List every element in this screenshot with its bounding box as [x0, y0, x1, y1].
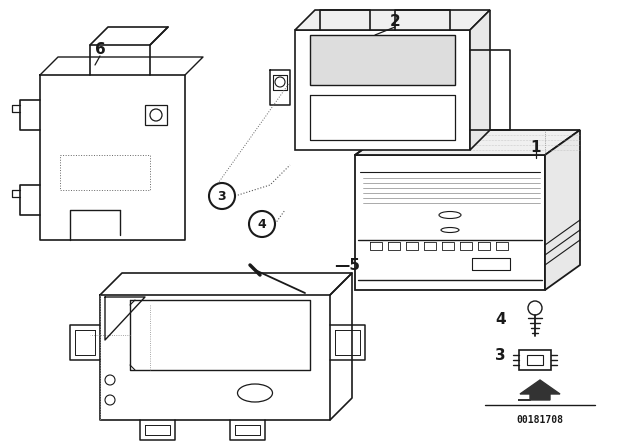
- Circle shape: [209, 183, 235, 209]
- Polygon shape: [355, 155, 545, 290]
- Polygon shape: [310, 35, 455, 85]
- Circle shape: [249, 211, 275, 237]
- Text: 4: 4: [495, 313, 506, 327]
- Text: 3: 3: [218, 190, 227, 202]
- Text: 4: 4: [258, 217, 266, 231]
- Polygon shape: [518, 380, 560, 400]
- Polygon shape: [470, 10, 490, 150]
- Bar: [519, 350, 551, 370]
- Text: —5: —5: [334, 258, 360, 272]
- Text: 00181708: 00181708: [516, 415, 563, 425]
- Text: 2: 2: [390, 14, 401, 30]
- Polygon shape: [355, 130, 580, 155]
- Polygon shape: [295, 10, 490, 30]
- Bar: [145, 105, 167, 125]
- Polygon shape: [545, 130, 580, 290]
- Text: 1: 1: [530, 141, 541, 155]
- Text: 6: 6: [95, 43, 106, 57]
- Text: 3: 3: [495, 348, 506, 362]
- Bar: [527, 355, 543, 365]
- Polygon shape: [295, 30, 470, 150]
